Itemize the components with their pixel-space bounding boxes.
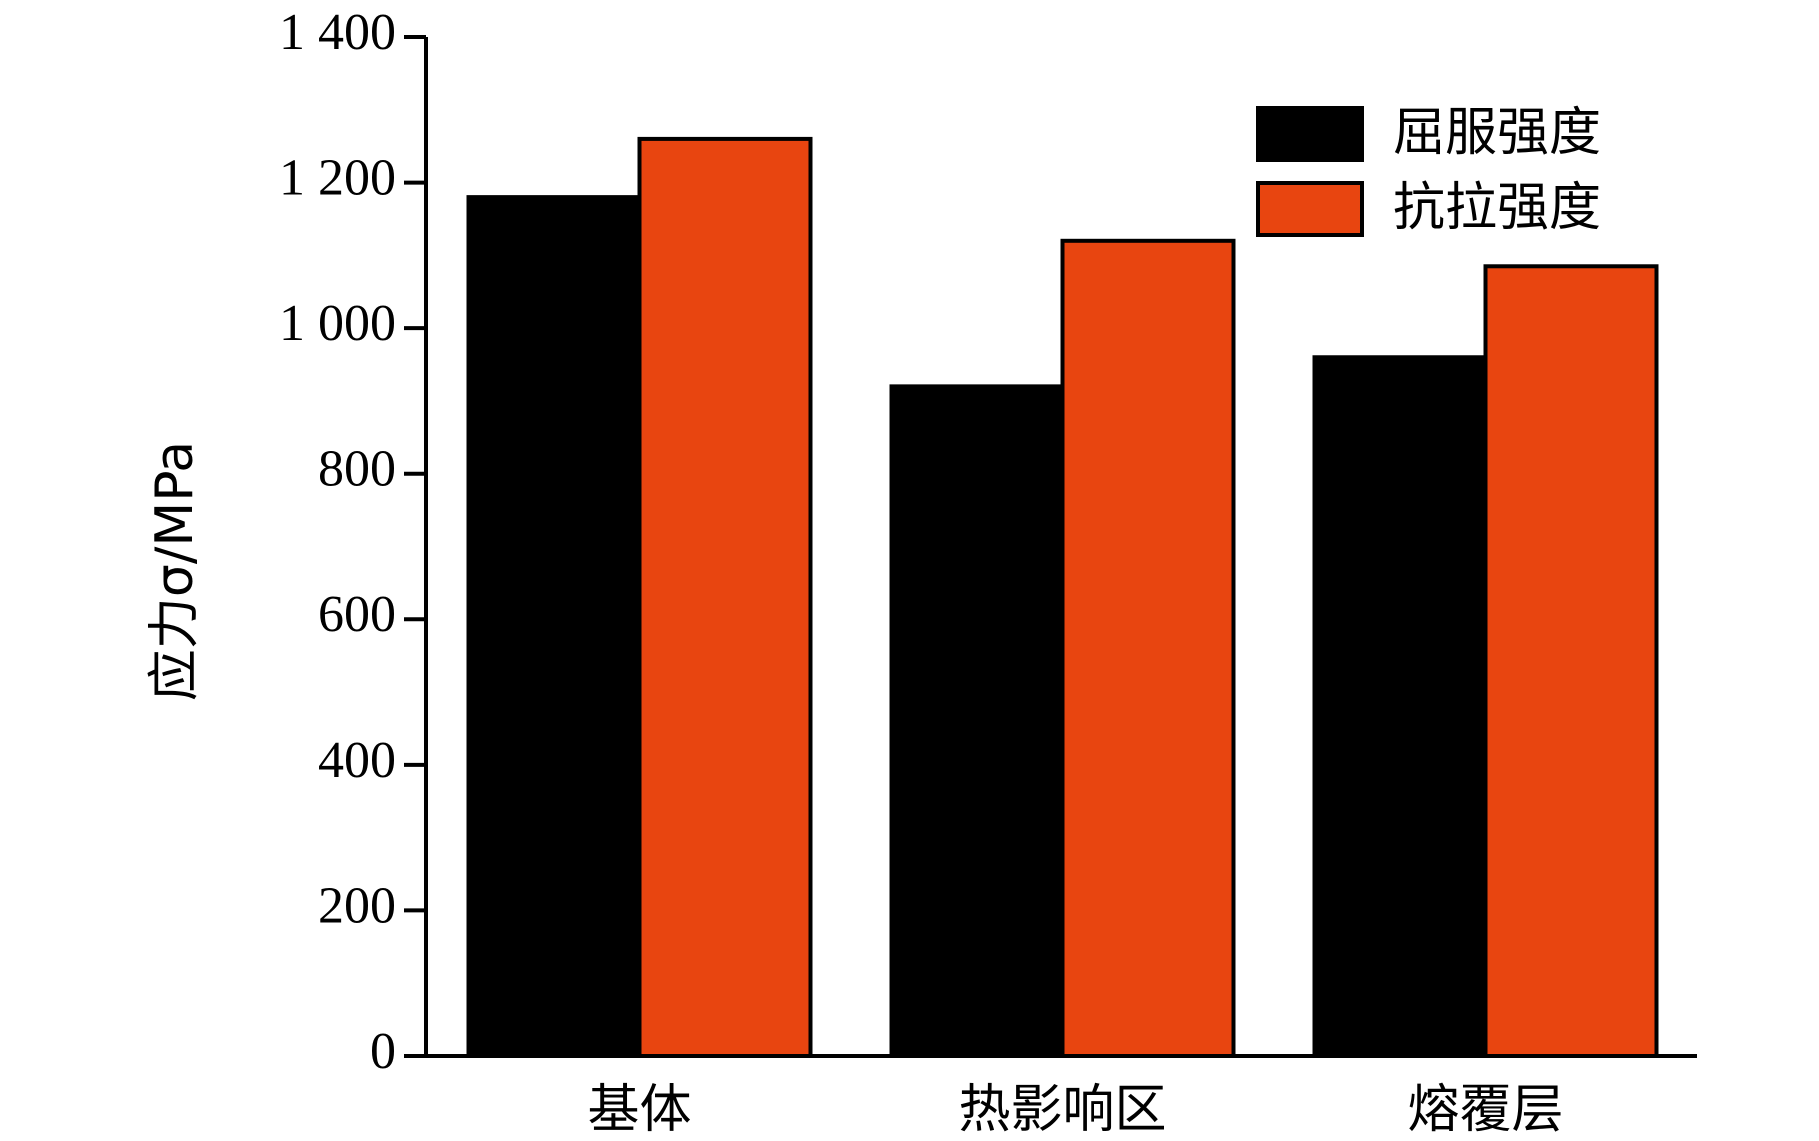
y-tick-label: 600: [318, 586, 396, 643]
y-tick-label: 1 200: [279, 150, 396, 207]
bar: [466, 195, 642, 1058]
y-tick-label: 1 000: [279, 295, 396, 352]
y-tick-label: 1 400: [279, 4, 396, 61]
legend-swatch: [1256, 106, 1364, 162]
legend-swatch: [1256, 181, 1364, 237]
y-tick-label: 400: [318, 732, 396, 789]
legend-label: 屈服强度: [1393, 103, 1601, 163]
bar: [637, 136, 813, 1058]
x-tick-label: 熔覆层: [1407, 1080, 1563, 1140]
y-tick-label: 200: [318, 877, 396, 934]
x-tick-label: 基体: [587, 1080, 691, 1140]
bar: [889, 384, 1065, 1059]
y-axis-label: 应力σ/MPa: [145, 441, 205, 701]
y-tick-label: 800: [318, 441, 396, 498]
y-tick-label: 0: [370, 1023, 396, 1080]
bar: [1060, 238, 1236, 1059]
bar: [1312, 355, 1488, 1058]
bar: [1483, 264, 1659, 1058]
legend-label: 抗拉强度: [1393, 178, 1601, 238]
x-tick-label: 热影响区: [958, 1080, 1166, 1140]
